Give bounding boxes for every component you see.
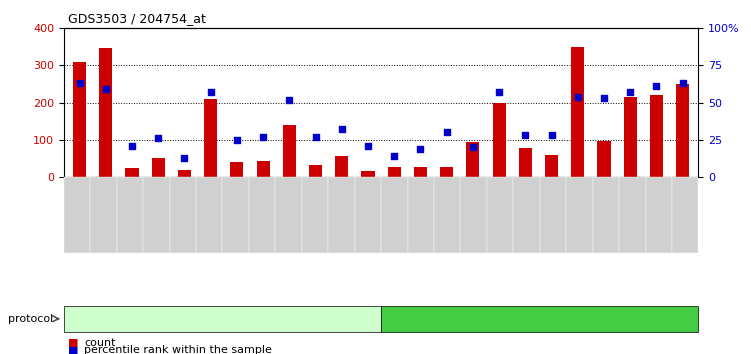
Point — [598, 95, 610, 101]
Point — [545, 132, 557, 138]
Bar — [152, 159, 164, 177]
Bar — [598, 141, 611, 177]
Point — [520, 132, 532, 138]
Point — [650, 84, 662, 89]
Point — [126, 143, 138, 149]
Bar — [257, 161, 270, 177]
Bar — [73, 62, 86, 177]
Bar — [545, 155, 558, 177]
Point — [441, 130, 453, 135]
Point — [283, 97, 295, 103]
Bar — [414, 167, 427, 177]
Bar — [650, 95, 663, 177]
Point — [388, 153, 400, 159]
Point — [493, 90, 505, 95]
Text: after exercise: after exercise — [502, 314, 578, 324]
Text: GDS3503 / 204754_at: GDS3503 / 204754_at — [68, 12, 206, 25]
Point — [572, 94, 584, 99]
Bar — [623, 97, 637, 177]
Bar — [125, 168, 139, 177]
Bar — [309, 165, 322, 177]
Point — [231, 137, 243, 143]
Bar — [466, 142, 479, 177]
Point — [677, 80, 689, 86]
Bar — [99, 48, 113, 177]
Text: protocol: protocol — [8, 314, 53, 324]
Point — [467, 144, 479, 150]
Point — [336, 127, 348, 132]
Text: percentile rank within the sample: percentile rank within the sample — [84, 346, 272, 354]
Bar — [440, 167, 454, 177]
Point — [309, 134, 321, 140]
Text: ■: ■ — [68, 338, 78, 348]
Bar — [335, 156, 348, 177]
Bar — [519, 148, 532, 177]
Point — [74, 80, 86, 86]
Bar — [283, 125, 296, 177]
Point — [205, 90, 217, 95]
Bar — [361, 171, 375, 177]
Bar — [572, 47, 584, 177]
Bar — [388, 167, 401, 177]
Bar — [178, 170, 191, 177]
Point — [415, 146, 427, 152]
Point — [362, 143, 374, 149]
Text: before exercise: before exercise — [179, 314, 265, 324]
Bar — [676, 84, 689, 177]
Point — [100, 86, 112, 92]
Text: ■: ■ — [68, 346, 78, 354]
Bar — [204, 99, 217, 177]
Bar — [231, 162, 243, 177]
Point — [257, 134, 269, 140]
Point — [152, 136, 164, 141]
Text: count: count — [84, 338, 116, 348]
Point — [624, 90, 636, 95]
Bar — [493, 103, 505, 177]
Point — [179, 155, 191, 160]
